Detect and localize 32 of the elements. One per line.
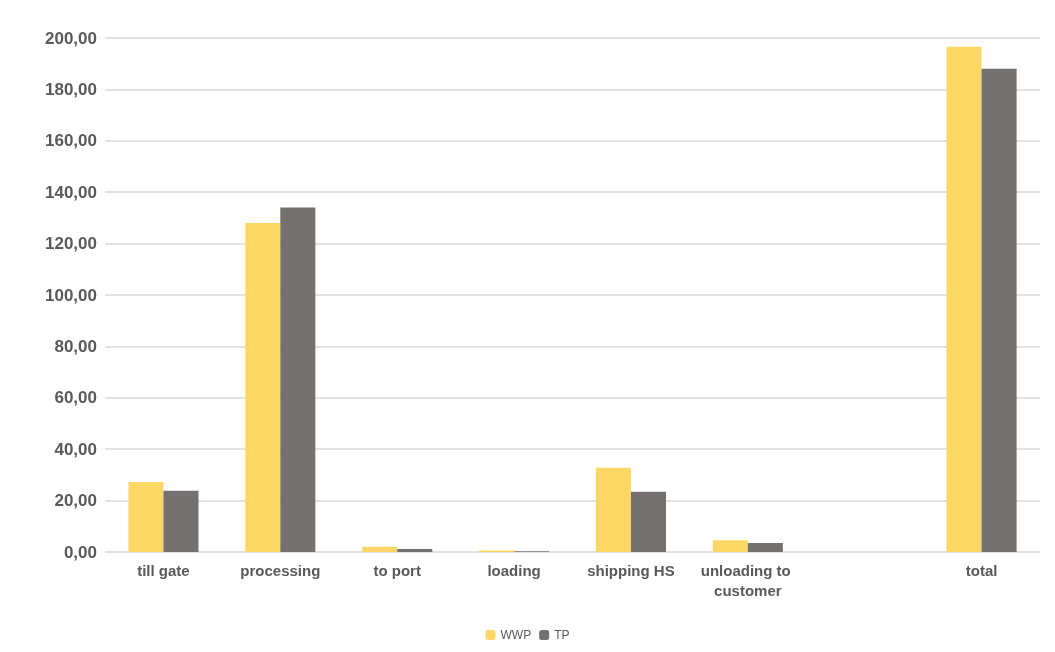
- legend-label: TP: [554, 628, 570, 642]
- bar: [280, 207, 316, 552]
- bar: [245, 223, 281, 552]
- y-tick-label: 20,00: [54, 491, 97, 511]
- bar: [595, 467, 631, 552]
- x-tick-label: unloading to customer: [700, 561, 795, 599]
- y-tick-label: 60,00: [54, 388, 97, 408]
- bar: [362, 546, 398, 552]
- y-tick-label: 140,00: [45, 182, 97, 202]
- y-tick-label: 80,00: [54, 336, 97, 356]
- y-tick-label: 120,00: [45, 234, 97, 254]
- x-tick-label: loading: [487, 561, 541, 579]
- bar: [397, 548, 433, 552]
- bar: [163, 490, 199, 552]
- bar: [712, 540, 748, 552]
- y-tick-label: 40,00: [54, 439, 97, 459]
- y-tick-label: 200,00: [45, 28, 97, 48]
- legend-label: WWP: [500, 628, 532, 642]
- y-tick-label: 180,00: [45, 79, 97, 99]
- x-tick-label: till gate: [137, 561, 190, 579]
- bar: [630, 491, 666, 552]
- x-tick-label: to port: [373, 561, 421, 579]
- x-tick-label: shipping HS: [587, 561, 675, 579]
- bar: [747, 543, 783, 552]
- bar: [981, 68, 1017, 552]
- y-tick-label: 100,00: [45, 285, 97, 305]
- bar: [946, 46, 982, 552]
- y-tick-label: 160,00: [45, 131, 97, 151]
- bar: [128, 482, 164, 552]
- y-tick-label: 0,00: [63, 542, 97, 562]
- x-tick-label: processing: [240, 561, 321, 579]
- x-tick-label: total: [965, 561, 998, 579]
